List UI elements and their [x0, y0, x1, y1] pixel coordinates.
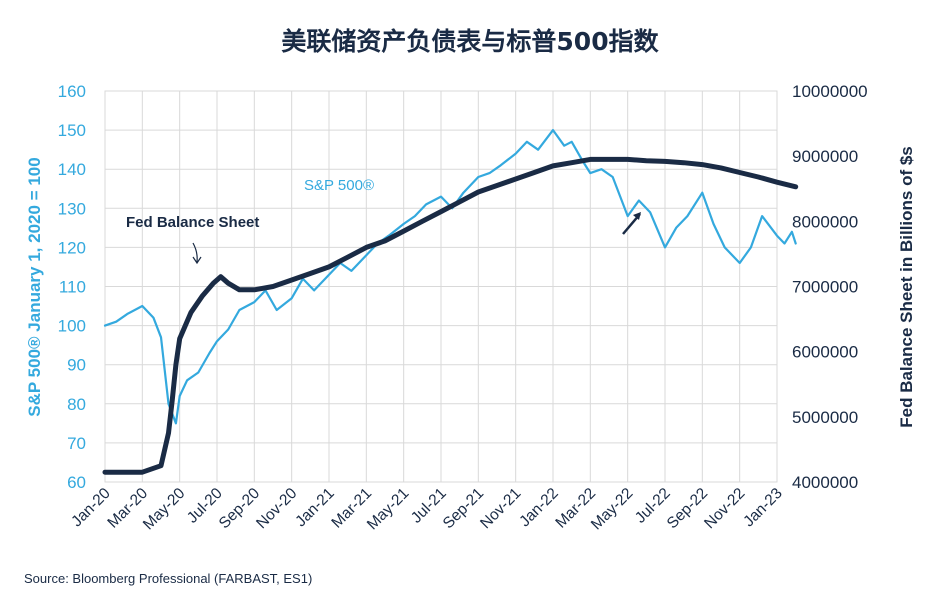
y-left-tick-label: 160 — [58, 82, 86, 101]
series-group — [102, 129, 799, 475]
series-line-sp500 — [103, 129, 797, 425]
x-tick-label: Jan-23 — [740, 485, 786, 531]
annotation-fed: Fed Balance Sheet — [126, 214, 259, 231]
y-left-tick-label: 70 — [67, 434, 86, 453]
chart-title: 美联储资产负债表与标普500指数 — [281, 27, 659, 56]
annotation-arrow-2-head — [633, 212, 641, 220]
grid — [104, 90, 778, 483]
y-right-tick-label: 10000000 — [792, 82, 868, 101]
annotation-sp500: S&P 500® — [304, 177, 374, 194]
y-right-tick-label: 5000000 — [792, 408, 858, 427]
y-right-tick-label: 7000000 — [792, 278, 858, 297]
x-tick-label: May-20 — [140, 485, 189, 534]
axis-ticks: 60 70 80 90 100 110 120 130 140 150 160 4000000 5000… — [58, 82, 868, 533]
annotation-fed-arrowhead — [192, 256, 202, 265]
y-left-tick-label: 130 — [58, 199, 86, 218]
x-tick-label: Sep-22 — [664, 485, 711, 532]
plot-frame — [104, 90, 778, 483]
y-left-tick-label: 150 — [58, 121, 86, 140]
x-tick-label: May-22 — [588, 485, 637, 534]
y-left-tick-label: 90 — [67, 356, 86, 375]
x-tick-label: May-21 — [364, 485, 413, 534]
x-tick-label: Nov-22 — [701, 485, 748, 532]
x-tick-label: Sep-21 — [440, 485, 487, 532]
y-right-tick-label: 9000000 — [792, 147, 858, 166]
y-right-tick-label: 6000000 — [792, 343, 858, 362]
x-tick-label: Sep-20 — [216, 485, 264, 533]
y-axis-right-label: Fed Balance Sheet in Billions of $s — [897, 146, 916, 428]
y-left-tick-label: 110 — [59, 278, 86, 297]
y-left-tick-label: 140 — [58, 160, 86, 179]
source-note: Source: Bloomberg Professional (FARBAST,… — [24, 571, 312, 586]
y-right-tick-label: 8000000 — [792, 212, 858, 231]
y-left-tick-label: 80 — [67, 395, 86, 414]
y-left-tick-label: 120 — [58, 238, 86, 257]
y-axis-left-label: S&P 500® January 1, 2020 = 100 — [25, 157, 44, 416]
y-left-tick-label: 60 — [67, 473, 86, 492]
annotation-fed-arrow — [192, 242, 198, 263]
x-tick-label: Jan-22 — [516, 485, 562, 531]
y-right-tick-label: 4000000 — [792, 473, 858, 492]
y-left-tick-label: 100 — [58, 317, 86, 336]
x-tick-label: Jan-21 — [292, 485, 338, 531]
x-tick-label: Nov-20 — [253, 485, 301, 533]
series-line-fed-balance-sheet — [102, 156, 799, 475]
x-tick-label: Nov-21 — [477, 485, 524, 532]
